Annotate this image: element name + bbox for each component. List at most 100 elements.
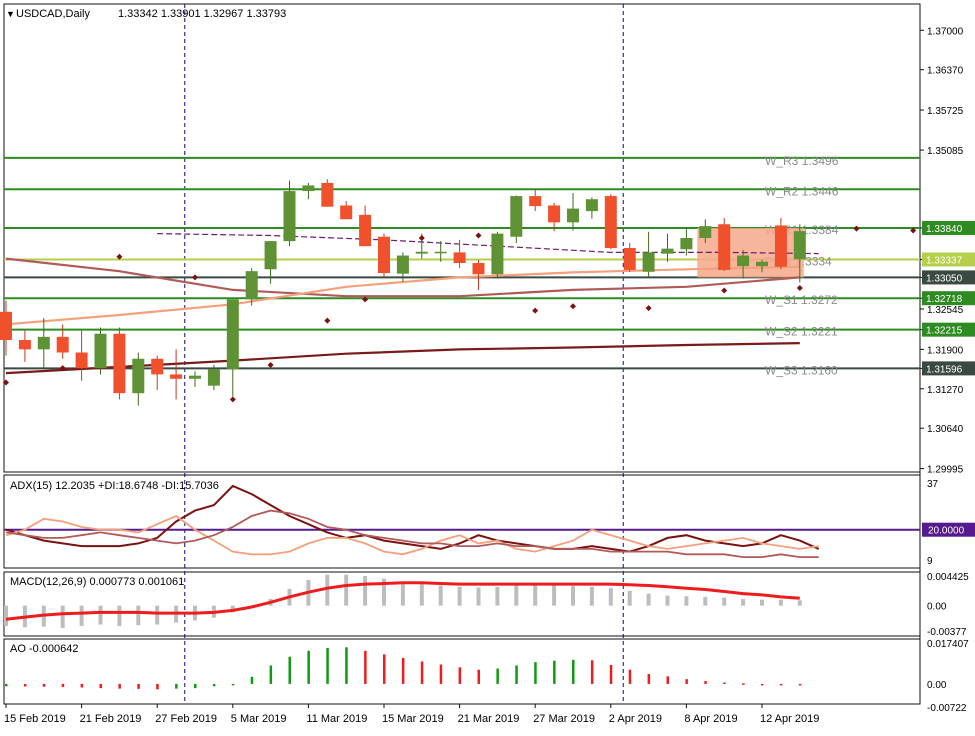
ao-bar: [137, 683, 140, 689]
candle-body: [510, 196, 523, 237]
ao-bar: [458, 667, 462, 684]
candle-body: [623, 248, 636, 270]
panel-frame: [3, 474, 921, 569]
candle-body: [585, 199, 598, 212]
level-label: W_R2 1.3446: [765, 184, 839, 198]
ao-bar: [23, 683, 27, 687]
fractal-marker: [116, 253, 123, 260]
ma-mid-line: [5, 257, 800, 298]
ao-bar: [515, 665, 518, 684]
candle-body: [699, 226, 712, 238]
candle-body: [378, 236, 390, 274]
candle-body: [491, 233, 504, 275]
macd-bar: [760, 599, 764, 606]
macd-bar: [589, 586, 594, 606]
macd-bar: [571, 586, 575, 606]
candle-body: [453, 252, 466, 264]
ao-bar: [420, 661, 424, 684]
macd-bar: [703, 596, 708, 606]
ao-bar: [383, 654, 386, 684]
fractal-marker: [192, 274, 198, 281]
price-tag: [922, 270, 975, 285]
ao-bar: [704, 681, 707, 684]
candle-body: [113, 333, 126, 394]
date-tick-label: 8 Apr 2019: [684, 713, 737, 725]
price-tag-label: 1.33050: [926, 273, 963, 284]
candle-body: [737, 255, 750, 267]
macd-bar: [797, 600, 802, 606]
ao-bar: [61, 683, 65, 687]
price-tick-label: 1.35725: [927, 106, 964, 117]
date-tick-label: 12 Apr 2019: [760, 713, 819, 725]
ao-bar: [288, 656, 291, 684]
adx-level-tag-label: 20.0000: [928, 526, 965, 537]
macd-bar: [684, 596, 689, 606]
adx-series-di: [5, 514, 819, 556]
ao-bar: [194, 683, 197, 689]
candle-body: [56, 336, 69, 353]
ao-tick-label: 0.017407: [927, 639, 969, 650]
candle-body: [415, 251, 428, 254]
symbol-label: USDCAD,Daily: [16, 8, 90, 20]
date-tick-label: 11 Mar 2019: [306, 713, 367, 725]
level-label: W_S1 1.3272: [765, 293, 838, 307]
macd-bar: [400, 581, 405, 606]
price-tag: [922, 291, 975, 306]
fractal-marker: [59, 365, 66, 372]
adx-series-di: [5, 509, 819, 558]
macd-bar: [778, 599, 783, 606]
ao-bar: [401, 657, 405, 684]
price-tag: [922, 361, 975, 376]
ao-bar: [231, 683, 235, 686]
candle-body: [548, 205, 561, 223]
ao-bar: [80, 683, 84, 688]
price-tag: [922, 220, 975, 235]
candle-body: [321, 182, 334, 207]
macd-bar: [363, 576, 368, 606]
ao-bar: [118, 683, 121, 689]
candle-body: [340, 205, 353, 220]
ao-tick-label: 0.00: [927, 680, 947, 691]
level-label: W_S3 1.3160: [765, 363, 838, 377]
candle-body: [680, 238, 693, 250]
macd-bar: [117, 605, 122, 626]
date-tick-label: 21 Feb 2019: [80, 713, 142, 725]
adx-tick-label: 9: [927, 556, 933, 567]
ao-bar: [534, 662, 537, 684]
fractal-marker: [362, 296, 369, 303]
price-tick-label: 1.29995: [927, 465, 964, 476]
fractal-marker: [3, 379, 9, 386]
ao-bar: [5, 683, 8, 687]
macd-bar: [155, 605, 160, 625]
date-tick-label: 21 Mar 2019: [458, 713, 520, 725]
dropdown-triangle[interactable]: ▼: [6, 9, 15, 19]
ao-bar: [798, 683, 802, 686]
macd-bar: [646, 593, 651, 606]
date-tick-label: 27 Mar 2019: [533, 713, 595, 725]
candle-body: [94, 333, 107, 369]
adx-level-tag: [922, 522, 975, 537]
candle-body: [75, 352, 88, 369]
macd-bar: [4, 605, 8, 626]
ao-bar: [439, 664, 443, 684]
fractal-marker: [324, 317, 331, 324]
adx-series-adx: [5, 484, 820, 553]
fractal-marker: [229, 396, 236, 403]
candle-body: [0, 311, 12, 340]
ao-bar: [477, 669, 480, 684]
price-tag: [922, 322, 975, 337]
level-label: W_R3 1.3496: [765, 154, 839, 168]
macd-bar: [665, 595, 670, 606]
candle-body: [245, 271, 258, 300]
candle-body: [434, 251, 447, 254]
ao-bar: [175, 683, 178, 689]
adx-title: ADX(15) 12.2035 +DI:18.6748 -DI:15.7036: [10, 480, 219, 492]
macd-bar: [457, 586, 462, 606]
candle-body: [189, 375, 201, 379]
macd-bar: [60, 605, 65, 628]
macd-bar: [608, 588, 613, 606]
fractal-marker: [721, 287, 728, 294]
candle-body: [567, 208, 579, 223]
